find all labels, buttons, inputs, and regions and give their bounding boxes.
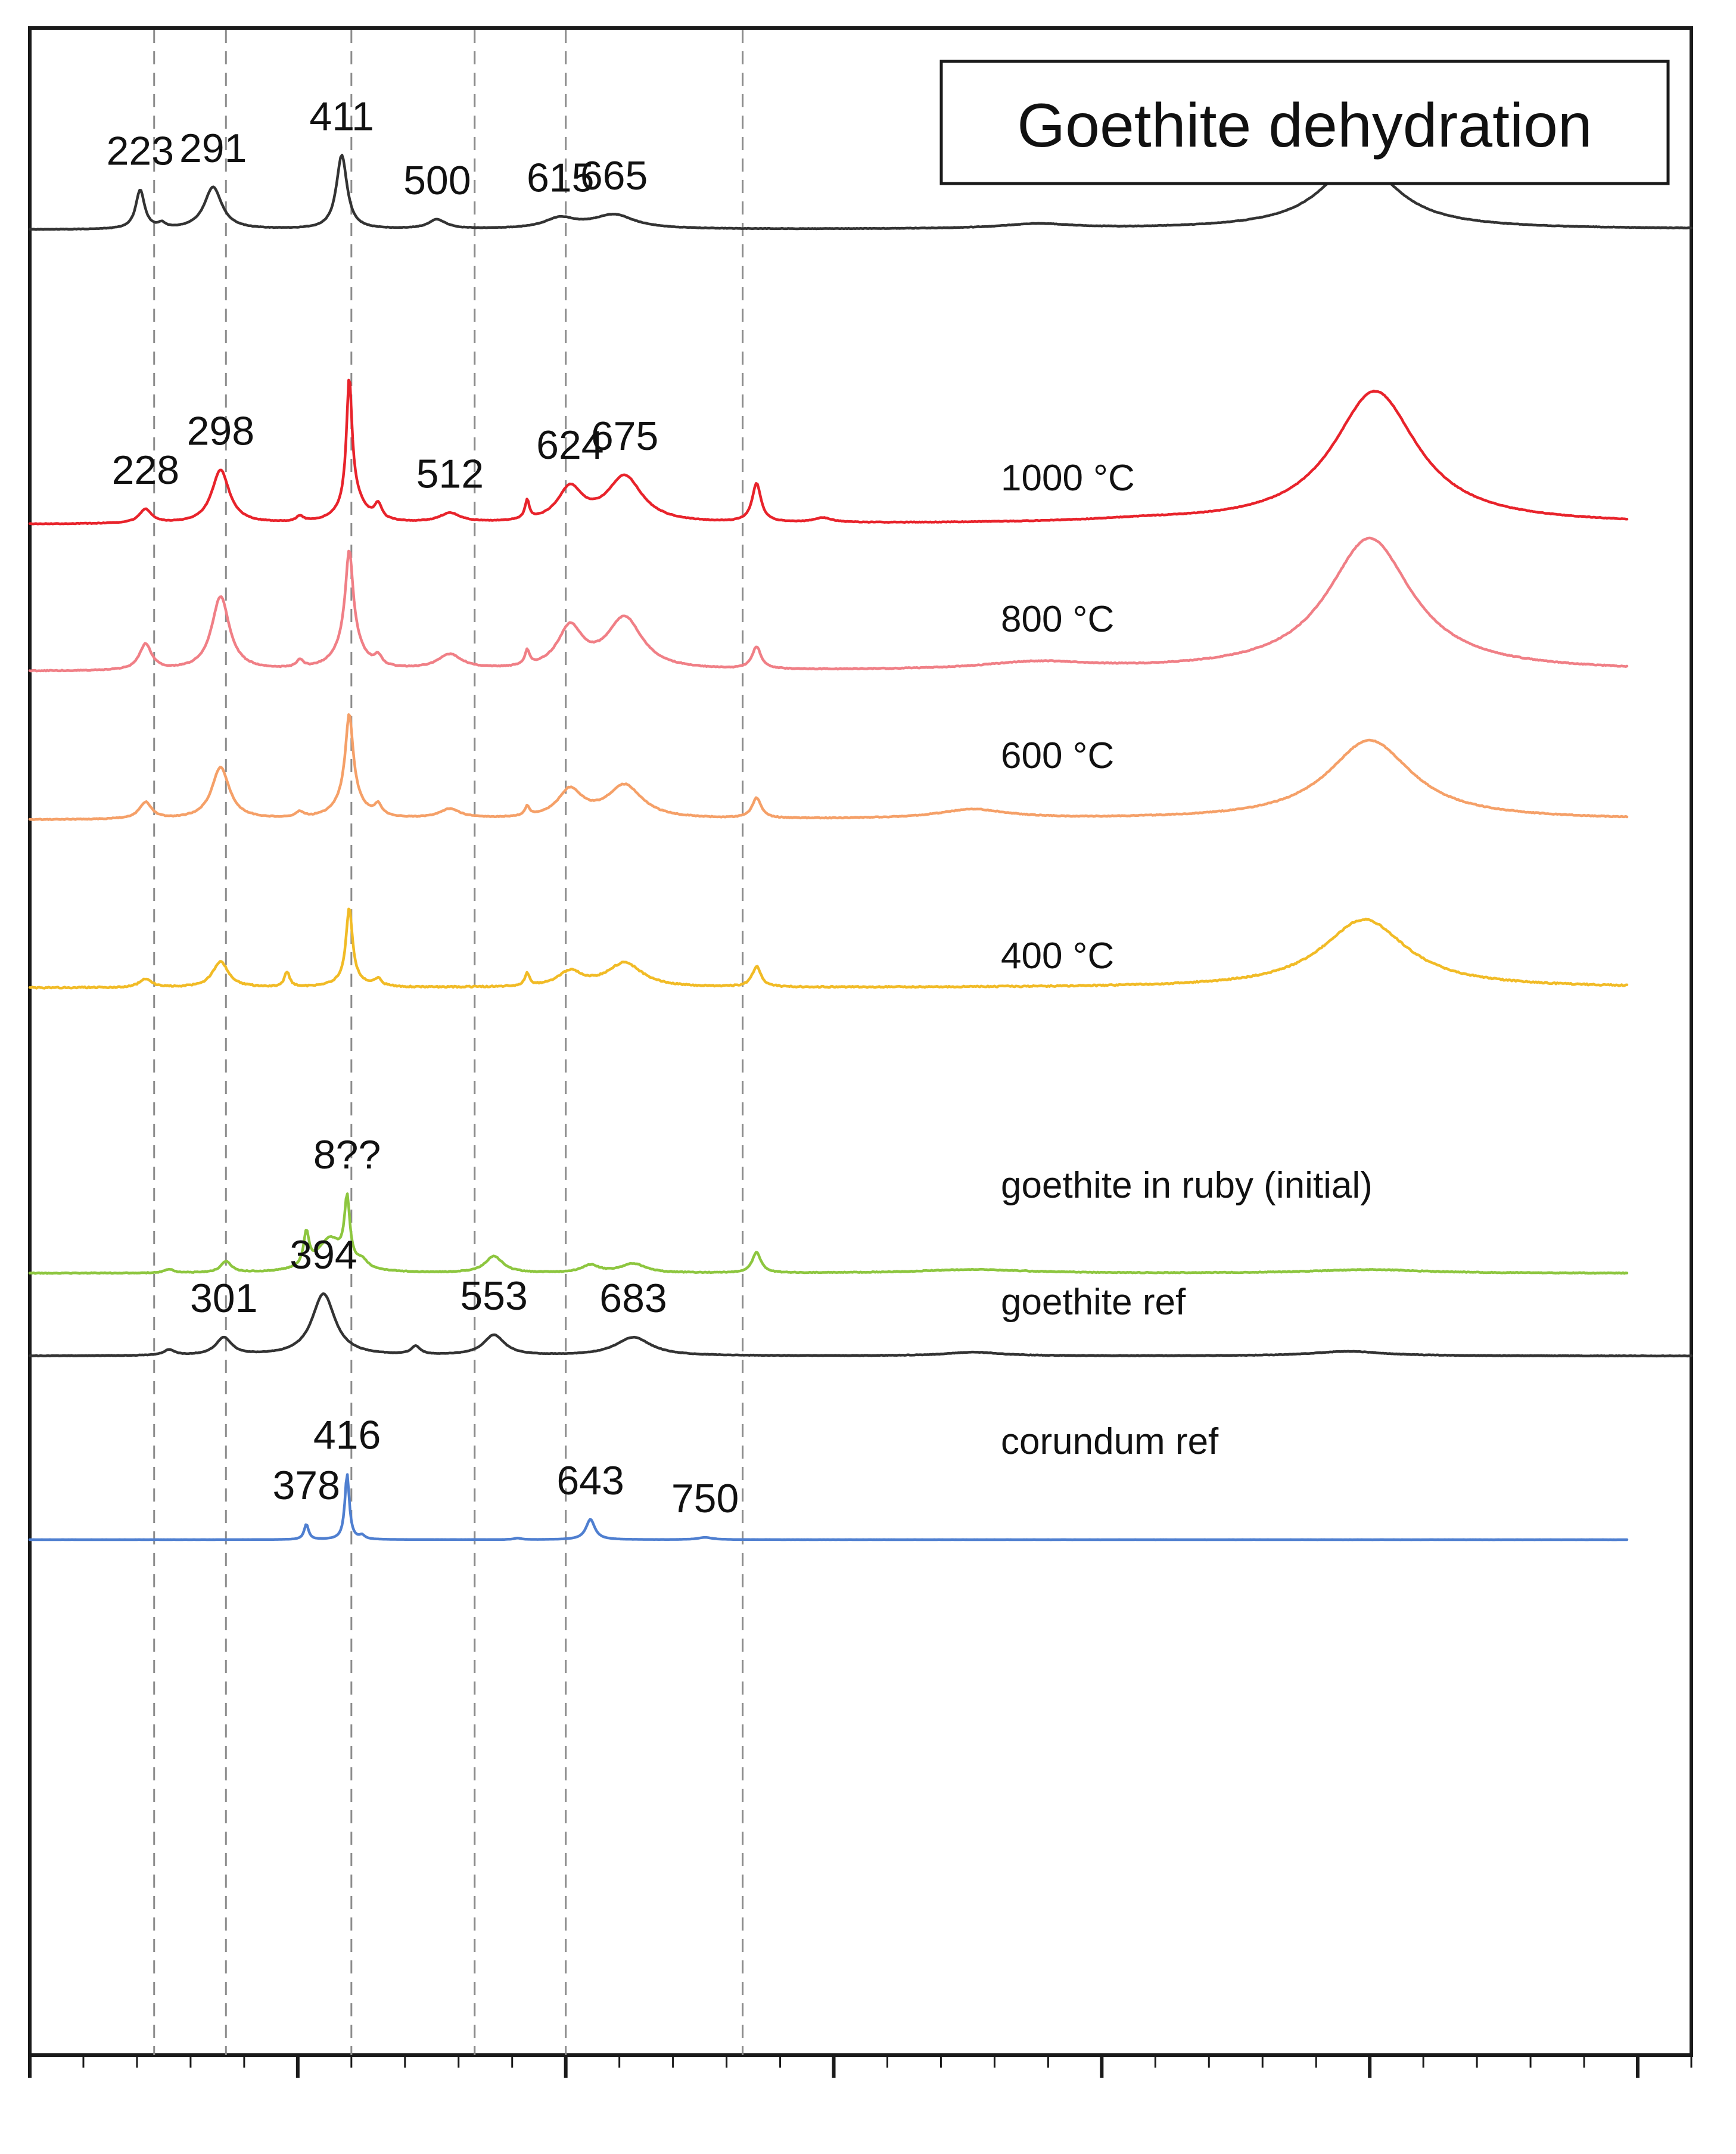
trace-label: 800 °C: [1001, 599, 1114, 640]
peak-label: 228: [112, 447, 179, 493]
peak-label: 291: [179, 126, 247, 171]
chart-title-frame: [939, 60, 1670, 185]
trace-label: 400 °C: [1001, 935, 1114, 977]
trace-label: 600 °C: [1001, 735, 1114, 776]
chart-title-box: Goethite dehydration: [939, 60, 1670, 185]
trace-corundum-ref: [28, 1473, 1629, 1541]
peak-label: 624: [536, 422, 603, 468]
x-axis-ticks: [28, 2055, 1693, 2078]
trace-label: 1000 °C: [1001, 458, 1135, 499]
peak-label: 750: [671, 1476, 739, 1521]
peak-labels: 22329141150061566513602282985126246758??…: [107, 94, 1404, 1521]
spectrum-traces: [28, 154, 1693, 1541]
trace-1000-c: [28, 378, 1629, 526]
trace-label: corundum ref: [1001, 1421, 1219, 1462]
reference-guide-lines: [153, 30, 744, 2055]
peak-label: 500: [403, 158, 471, 203]
peak-label: 553: [460, 1273, 527, 1319]
trace-goethite-in-ruby-initial-: [28, 1192, 1629, 1275]
peak-label: 394: [290, 1232, 357, 1278]
peak-label: 223: [107, 128, 174, 173]
peak-label: 675: [591, 414, 658, 459]
peak-label: 301: [190, 1276, 257, 1321]
peak-label: 416: [313, 1413, 381, 1458]
trace-label: goethite ref: [1001, 1282, 1186, 1323]
trace-400-c: [28, 907, 1629, 990]
chart-title: Goethite dehydration: [1017, 91, 1592, 160]
trace-goethite-ref: [28, 1292, 1693, 1358]
peak-label: 512: [416, 451, 484, 496]
peak-label: 411: [309, 94, 374, 139]
peak-label: 683: [599, 1276, 667, 1321]
trace-800-c: [28, 536, 1629, 673]
peak-label: 615: [527, 156, 594, 201]
peak-label: 298: [187, 408, 254, 453]
peak-label: 665: [580, 153, 648, 198]
trace-hematite-ref: [28, 154, 1693, 231]
peak-label: 643: [556, 1458, 624, 1503]
trace-label: goethite in ruby (initial): [1001, 1165, 1373, 1206]
trace-600-c: [28, 713, 1629, 821]
plot-frame: [28, 26, 1693, 2057]
peak-label: 8??: [313, 1132, 381, 1177]
peak-label: 378: [272, 1463, 340, 1508]
